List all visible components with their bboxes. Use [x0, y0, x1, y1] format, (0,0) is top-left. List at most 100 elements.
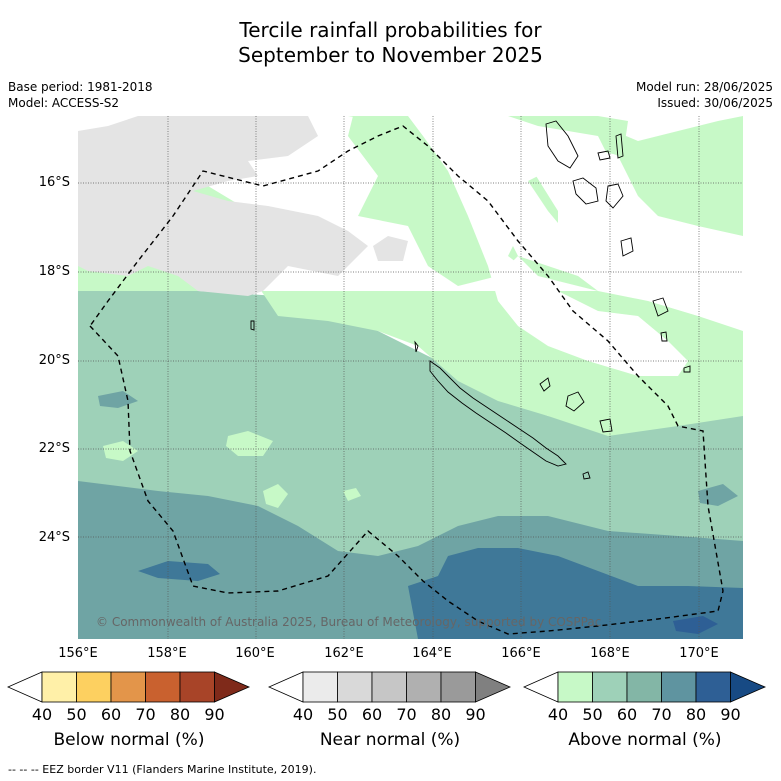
- base-period: Base period: 1981-2018: [8, 80, 153, 94]
- probability-map: [78, 116, 743, 639]
- vanuatu-malakula: [572, 177, 599, 205]
- near-tick-90: 90: [465, 705, 486, 724]
- copyright-notice: © Commonwealth of Australia 2025, Bureau…: [96, 615, 602, 629]
- above-swatch-4: [661, 671, 697, 703]
- above-normal-label: Above normal (%): [568, 730, 722, 750]
- below-swatch-0: [7, 671, 43, 703]
- below-tick-70: 70: [135, 705, 156, 724]
- near-tick-80: 80: [430, 705, 452, 724]
- model-info: Base period: 1981-2018 Model: ACCESS-S2: [8, 79, 153, 111]
- near-swatch-0: [268, 671, 304, 703]
- isle-of-pines: [582, 471, 591, 480]
- near-tick-50: 50: [327, 705, 348, 724]
- lat-label-24s: 24°S: [38, 530, 70, 545]
- above-swatch-3: [626, 671, 662, 703]
- above-normal-colorbar: [523, 671, 767, 703]
- title-line-1: Tercile rainfall probabilities for: [239, 18, 542, 42]
- model-name: Model: ACCESS-S2: [8, 96, 120, 110]
- lon-label-160e: 160°E: [235, 646, 275, 661]
- above-tick-40: 40: [547, 705, 569, 724]
- lon-label-168e: 168°E: [590, 646, 630, 661]
- below-tick-60: 60: [100, 705, 122, 724]
- near-swatch-1: [302, 671, 338, 703]
- near-normal-region: [78, 116, 368, 296]
- below-tick-90: 90: [204, 705, 225, 724]
- above-tick-80: 80: [685, 705, 707, 724]
- above-50-blob-1: [226, 431, 273, 456]
- vanuatu-island-2: [597, 150, 611, 161]
- above-swatch-5: [695, 671, 731, 703]
- model-run: Model run: 28/06/2025: [635, 80, 773, 94]
- above-50-blob-3: [263, 484, 288, 508]
- above-tick-60: 60: [616, 705, 638, 724]
- lon-label-158e: 158°E: [147, 646, 187, 661]
- lat-label-20s: 20°S: [38, 353, 70, 368]
- near-normal-colorbar: [268, 671, 512, 703]
- near-normal-blob-2: [233, 121, 273, 131]
- vanuatu-efate: [620, 237, 634, 257]
- near-swatch-5: [440, 671, 476, 703]
- loyalty-island-1: [539, 377, 551, 392]
- near-swatch-3: [371, 671, 407, 703]
- vanuatu-island-3: [615, 133, 624, 159]
- below-swatch-1: [41, 671, 77, 703]
- eez-border: [89, 125, 724, 635]
- loyalty-island-3: [599, 418, 613, 433]
- below-swatch-2: [76, 671, 112, 703]
- near-tick-70: 70: [396, 705, 417, 724]
- lon-label-170e: 170°E: [679, 646, 719, 661]
- below-swatch-3: [110, 671, 146, 703]
- issued-date: Issued: 30/06/2025: [657, 96, 773, 110]
- near-normal-label: Near normal (%): [319, 730, 461, 750]
- below-swatch-4: [145, 671, 181, 703]
- vanuatu-espiritu-santo: [545, 120, 579, 169]
- near-swatch-4: [406, 671, 442, 703]
- below-normal-label: Below normal (%): [53, 730, 205, 750]
- near-swatch-2: [337, 671, 373, 703]
- lon-label-164e: 164°E: [412, 646, 452, 661]
- near-tick-60: 60: [361, 705, 383, 724]
- near-swatch-6: [475, 671, 512, 703]
- lon-label-166e: 166°E: [501, 646, 541, 661]
- above-80-blob-2: [673, 616, 718, 634]
- vanuatu-island-6: [683, 365, 691, 373]
- vanuatu-island-5: [660, 331, 668, 342]
- near-tick-40: 40: [292, 705, 314, 724]
- small-island-2: [250, 320, 255, 331]
- above-tick-90: 90: [720, 705, 741, 724]
- above-50-north: [348, 116, 743, 236]
- above-80-region: [408, 548, 743, 639]
- near-normal-blob-3: [78, 156, 108, 191]
- above-swatch-2: [592, 671, 628, 703]
- above-swatch-1: [557, 671, 593, 703]
- below-swatch-5: [179, 671, 215, 703]
- above-swatch-6: [730, 671, 767, 703]
- graticule: [78, 116, 743, 639]
- below-tick-50: 50: [66, 705, 87, 724]
- below-tick-80: 80: [169, 705, 191, 724]
- below-tick-40: 40: [31, 705, 53, 724]
- small-island-1: [414, 340, 419, 353]
- below-normal-colorbar: [7, 671, 251, 703]
- run-info: Model run: 28/06/2025 Issued: 30/06/2025: [636, 79, 773, 111]
- below-swatch-6: [214, 671, 251, 703]
- above-swatch-0: [523, 671, 559, 703]
- lon-label-156e: 156°E: [58, 646, 98, 661]
- above-80-blob: [138, 561, 220, 581]
- lat-label-18s: 18°S: [38, 264, 70, 279]
- above-50-blob-2: [103, 441, 138, 461]
- vanuatu-island-4: [605, 183, 624, 209]
- title-line-2: September to November 2025: [238, 43, 543, 67]
- eez-footnote: -- -- -- EEZ border V11 (Flanders Marine…: [8, 763, 317, 776]
- loyalty-island-2: [565, 391, 585, 412]
- vanuatu-tanna: [652, 297, 669, 317]
- above-tick-50: 50: [582, 705, 603, 724]
- near-normal-blob-1: [373, 236, 408, 261]
- no-signal-region: [408, 116, 688, 376]
- above-70-blob: [98, 391, 138, 408]
- map-title: Tercile rainfall probabilities for Septe…: [0, 18, 781, 68]
- above-50-blob-4: [343, 488, 361, 501]
- lat-label-22s: 22°S: [38, 441, 70, 456]
- above-tick-70: 70: [651, 705, 672, 724]
- lat-label-16s: 16°S: [38, 175, 70, 190]
